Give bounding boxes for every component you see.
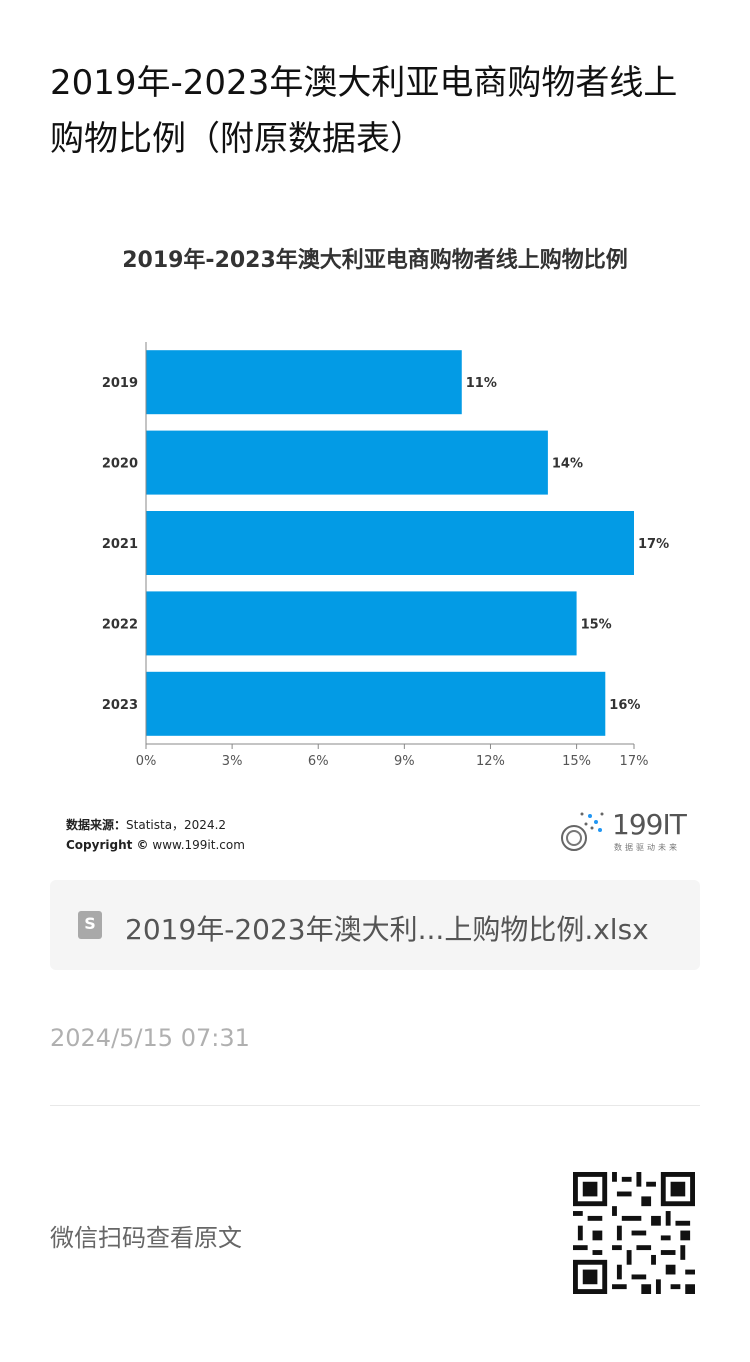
x-tick-label-3: 3% [222, 754, 243, 769]
divider [50, 1105, 700, 1106]
category-label-2023: 2023 [102, 698, 138, 713]
bar-2023 [146, 671, 606, 736]
199it-logo-icon: 199IT 数据驱动未来 [560, 806, 700, 856]
bar-2020 [146, 430, 548, 495]
scan-prompt: 微信扫码查看原文 [50, 1224, 242, 1252]
source-value: Statista，2024.2 [126, 818, 227, 832]
category-label-2019: 2019 [102, 376, 138, 391]
data-label-2022: 15% [581, 617, 612, 632]
publish-timestamp: 2024/5/15 07:31 [50, 1024, 250, 1052]
chart-title: 2019年-2023年澳大利亚电商购物者线上购物比例 [122, 248, 628, 273]
spreadsheet-file-icon [78, 911, 102, 939]
file-name[interactable]: 2019年-2023年澳大利...上购物比例.xlsx [125, 913, 649, 946]
category-label-2020: 2020 [102, 457, 138, 472]
logo-dots-icon [561, 812, 604, 851]
logo-subtitle: 数据驱动未来 [614, 843, 680, 852]
data-label-2019: 11% [466, 376, 497, 391]
page-title: 2019年-2023年澳大利亚电商购物者线上购物比例（附原数据表） [50, 63, 678, 159]
bar-chart: 11% 2019 14% 2020 17% 2021 15% 2022 16% 2023 0% 3% 6… [102, 342, 669, 769]
source-label: 数据来源： [66, 818, 127, 832]
category-label-2022: 2022 [102, 617, 138, 632]
data-label-2020: 14% [552, 457, 583, 472]
x-tick-label-17: 17% [620, 754, 649, 769]
x-tick-label-9: 9% [394, 754, 415, 769]
bar-2019 [146, 350, 462, 415]
chart-container: 2019年-2023年澳大利亚电商购物者线上购物比例 11% 2019 14% 202… [0, 230, 750, 870]
x-tick-label-0: 0% [136, 754, 157, 769]
logo-text: 199IT [612, 808, 687, 841]
copyright-value: www.199it.com [152, 838, 245, 852]
attachment-file-card[interactable]: 2019年-2023年澳大利...上购物比例.xlsx [50, 880, 700, 970]
x-tick-label-6: 6% [308, 754, 329, 769]
bar-2021 [146, 511, 634, 575]
bar-2022 [146, 591, 577, 656]
data-label-2021: 17% [638, 537, 669, 552]
data-label-2023: 16% [609, 698, 640, 713]
qr-code-icon[interactable] [573, 1172, 695, 1294]
copyright-label: Copyright © [66, 838, 149, 852]
category-label-2021: 2021 [102, 537, 138, 552]
x-tick-label-12: 12% [476, 754, 505, 769]
x-tick-label-15: 15% [562, 754, 591, 769]
source-note: 数据来源：Statista，2024.2 Copyright © www.199… [66, 815, 245, 855]
